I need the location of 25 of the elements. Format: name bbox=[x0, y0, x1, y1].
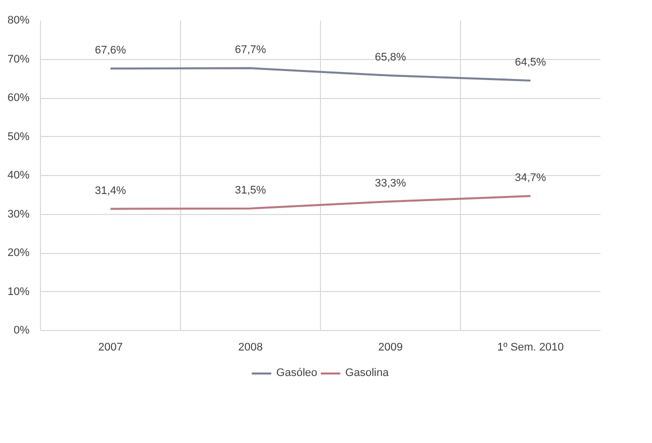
y-tick-label: 80% bbox=[7, 14, 30, 26]
data-label: 33,3% bbox=[374, 177, 406, 190]
line-series bbox=[110, 67, 532, 82]
legend-label: Gasolina bbox=[345, 367, 389, 379]
x-tick-label: 2009 bbox=[378, 342, 403, 354]
y-tick-label: 10% bbox=[7, 286, 30, 298]
y-tick-label: 70% bbox=[7, 53, 30, 66]
legend-label: Gasóleo bbox=[276, 367, 318, 379]
data-label: 67,6% bbox=[94, 44, 126, 57]
x-tick-label: 2007 bbox=[98, 342, 123, 354]
data-label: 65,8% bbox=[374, 52, 406, 64]
data-label: 34,7% bbox=[514, 172, 546, 184]
y-tick-label: 0% bbox=[14, 324, 30, 336]
y-tick-label: 40% bbox=[7, 170, 30, 182]
y-tick-label: 20% bbox=[7, 247, 30, 259]
data-label: 67,7% bbox=[234, 44, 266, 56]
y-tick-label: 60% bbox=[7, 92, 30, 104]
y-tick-label: 50% bbox=[7, 130, 30, 143]
y-tick-label: 30% bbox=[7, 208, 30, 220]
x-tick-label: 1º Sem. 2010 bbox=[497, 342, 564, 354]
x-tick-label: 2008 bbox=[238, 342, 263, 354]
data-label: 31,5% bbox=[234, 184, 266, 196]
data-label: 31,4% bbox=[94, 184, 126, 197]
data-label: 64,5% bbox=[514, 56, 546, 69]
line-series bbox=[110, 195, 532, 210]
